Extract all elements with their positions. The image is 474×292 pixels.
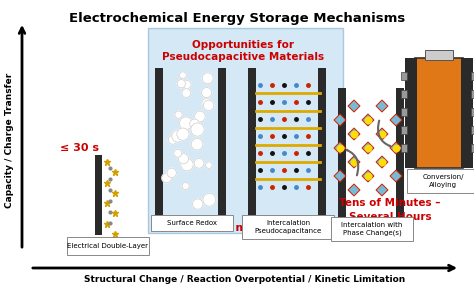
FancyBboxPatch shape	[331, 217, 413, 241]
Circle shape	[192, 199, 203, 209]
FancyBboxPatch shape	[151, 215, 233, 231]
Circle shape	[177, 79, 185, 88]
Circle shape	[182, 182, 189, 190]
Polygon shape	[390, 142, 402, 154]
Bar	[425, 50, 453, 60]
Polygon shape	[334, 142, 346, 154]
Circle shape	[191, 138, 203, 150]
Bar	[471, 144, 474, 152]
Polygon shape	[362, 114, 374, 126]
Bar	[401, 126, 407, 134]
Polygon shape	[362, 170, 374, 182]
Polygon shape	[348, 184, 360, 196]
FancyBboxPatch shape	[407, 169, 474, 193]
Polygon shape	[348, 128, 360, 140]
Bar	[248, 68, 256, 216]
Bar	[461, 58, 473, 168]
Circle shape	[183, 80, 191, 88]
Bar	[415, 58, 463, 168]
Polygon shape	[334, 114, 346, 126]
Text: Electrochemical Energy Storage Mechanisms: Electrochemical Energy Storage Mechanism…	[69, 12, 405, 25]
Bar	[471, 72, 474, 80]
Circle shape	[201, 88, 212, 98]
Bar	[401, 90, 407, 98]
Circle shape	[162, 173, 172, 183]
Bar	[401, 144, 407, 152]
Circle shape	[180, 72, 186, 79]
Bar	[95, 155, 102, 235]
Circle shape	[167, 168, 176, 178]
Bar	[155, 68, 163, 216]
Circle shape	[180, 117, 192, 130]
Bar	[405, 58, 417, 168]
Polygon shape	[362, 142, 374, 154]
Text: Electrical Double-Layer: Electrical Double-Layer	[67, 243, 148, 249]
Circle shape	[202, 98, 211, 108]
Circle shape	[182, 89, 191, 98]
Bar	[401, 72, 407, 80]
Circle shape	[181, 159, 193, 171]
Circle shape	[168, 135, 177, 144]
Text: Intercalation
Pseudocapacitance: Intercalation Pseudocapacitance	[255, 220, 322, 234]
Polygon shape	[348, 100, 360, 112]
Circle shape	[191, 123, 204, 136]
Bar	[396, 88, 404, 218]
Bar	[471, 108, 474, 116]
Bar	[318, 68, 326, 216]
Bar	[338, 88, 346, 218]
Polygon shape	[376, 128, 388, 140]
Bar	[148, 28, 343, 233]
FancyBboxPatch shape	[67, 237, 149, 255]
Polygon shape	[348, 156, 360, 168]
Bar	[471, 126, 474, 134]
FancyBboxPatch shape	[242, 215, 334, 239]
Circle shape	[202, 73, 213, 84]
Text: Opportunities for: Opportunities for	[192, 40, 294, 50]
Circle shape	[177, 128, 189, 140]
Text: Tens of Minutes –
Several Hours: Tens of Minutes – Several Hours	[339, 198, 441, 222]
Bar	[401, 108, 407, 116]
Text: Structural Change / Reaction Overpotential / Kinetic Limitation: Structural Change / Reaction Overpotenti…	[84, 275, 406, 284]
Polygon shape	[390, 170, 402, 182]
Circle shape	[178, 154, 189, 164]
Polygon shape	[390, 114, 402, 126]
Text: Conversion/
Alloying: Conversion/ Alloying	[422, 174, 464, 188]
Text: Intercalation with
Phase Change(s): Intercalation with Phase Change(s)	[341, 222, 403, 236]
Circle shape	[172, 130, 184, 142]
Text: 10 s - 10 min: 10 s - 10 min	[178, 223, 258, 233]
Text: Surface Redox: Surface Redox	[167, 220, 217, 226]
Circle shape	[174, 149, 182, 157]
Circle shape	[190, 119, 200, 129]
Text: Pseudocapacitive Materials: Pseudocapacitive Materials	[162, 52, 324, 62]
Circle shape	[203, 100, 214, 111]
Bar	[218, 68, 226, 216]
Polygon shape	[334, 170, 346, 182]
Circle shape	[203, 193, 216, 206]
Polygon shape	[376, 156, 388, 168]
Circle shape	[172, 130, 181, 139]
FancyArrowPatch shape	[378, 121, 390, 146]
Circle shape	[195, 111, 205, 122]
Circle shape	[206, 162, 212, 168]
FancyArrowPatch shape	[346, 150, 358, 175]
Polygon shape	[376, 184, 388, 196]
Polygon shape	[376, 100, 388, 112]
Bar	[471, 90, 474, 98]
Circle shape	[175, 111, 182, 118]
Text: ≤ 30 s: ≤ 30 s	[61, 143, 100, 153]
Circle shape	[194, 159, 204, 168]
Text: Capacity / Charge Transfer: Capacity / Charge Transfer	[6, 72, 15, 208]
